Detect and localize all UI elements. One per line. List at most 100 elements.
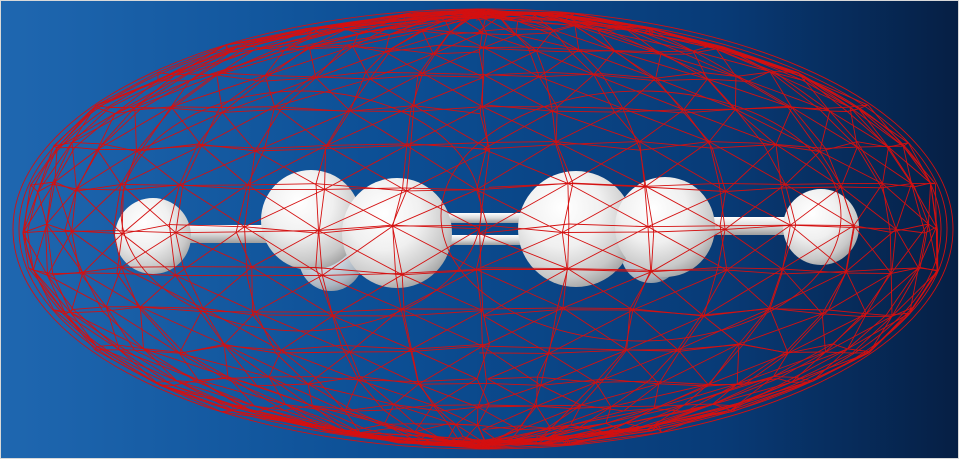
mesh-edge [773,71,830,112]
mesh-edge [648,380,709,385]
mesh-edge [175,73,188,76]
mesh-edge [444,20,452,32]
mesh-edge [647,226,728,271]
mesh-edge [346,78,371,112]
mesh-edge [76,143,103,190]
mesh-edge [540,378,605,386]
mesh-edge [360,427,391,434]
mesh-edge [909,267,919,314]
mesh-edge [888,146,931,184]
mesh-edge [183,344,225,354]
mesh-edge [773,348,848,378]
mesh-edge [866,268,893,314]
mesh-edge [70,312,97,347]
mesh-edge [911,183,937,228]
mesh-edge [116,233,123,274]
mesh-edge [725,187,782,192]
mesh-edge [51,142,73,185]
mesh-edge [254,109,282,152]
mesh-edge [120,145,202,185]
mesh-edge [486,33,517,36]
mesh-edge [222,77,317,113]
mesh-edge [840,146,858,188]
mesh-edge [902,145,931,184]
mesh-edge [655,54,662,79]
mesh-edge [478,16,500,32]
mesh-edge [171,74,266,108]
mesh-edge [27,231,34,271]
mesh-edge [101,107,136,145]
mesh-edge [743,352,789,385]
mesh-edge [432,33,449,55]
mesh-edge [515,21,519,35]
mesh-edge [340,345,359,381]
mesh-edge [711,378,779,406]
mesh-edge [27,191,39,232]
mesh-edge [769,71,793,108]
mesh-edge [406,143,412,191]
mesh-edge [445,17,479,21]
mesh-edge [254,405,285,411]
mesh-edge [773,376,795,378]
mesh-edge [518,404,582,431]
mesh-edge [175,226,245,276]
mesh-edge [385,44,441,53]
mesh-edge [709,45,771,73]
mesh-edge [219,106,275,108]
mesh-silhouette [12,8,954,450]
mesh-edge [614,109,684,113]
mesh-edge [481,307,563,310]
mesh-edge [410,345,483,353]
mesh-edge [858,108,904,147]
mesh-edge [780,187,791,226]
mesh-edge [432,378,478,406]
mesh-edge [482,268,568,316]
mesh-edge [410,106,483,113]
mesh-edge [857,145,887,148]
mesh-edge [482,110,553,150]
mesh-edge [655,78,708,82]
mesh-edge [70,272,84,313]
mesh-edge [495,428,551,441]
mesh-edge [349,72,423,112]
mesh-edge [651,267,718,273]
mesh-edge [660,53,703,73]
mesh-edge [825,146,858,149]
mesh-edge [22,181,56,233]
mesh-edge [487,378,537,407]
mesh-edge [223,311,256,345]
mesh-silhouette [18,12,948,446]
mesh-edge [769,308,829,311]
mesh-edge [644,186,726,192]
mesh-edge [346,44,386,53]
mesh-edge [251,266,253,315]
mesh-edge [134,74,176,108]
mesh-edge [307,383,394,405]
mesh-edge [75,183,121,192]
mesh-edge [856,141,883,184]
mesh-edge [65,313,120,351]
mesh-edge [782,225,855,270]
mesh-edge [143,348,229,378]
mesh-edge [885,267,919,316]
mesh-edge [927,223,939,272]
mesh-edge [773,343,833,377]
mesh-edge [527,46,540,77]
mesh-edge [601,73,624,109]
mesh-edge [655,80,685,111]
mesh-edge [227,376,285,411]
mesh-edge [384,34,391,53]
mesh-edge [121,233,176,276]
mesh-edge [116,272,176,276]
mesh-edge [775,144,842,188]
mesh-edge [572,182,646,187]
mesh-edge [309,29,345,48]
mesh-edge [433,31,483,55]
mesh-edge [219,75,266,108]
mesh-edge [46,188,77,225]
mesh-edge [623,408,655,412]
mesh-edge [562,271,652,309]
mesh-edge [614,50,708,80]
